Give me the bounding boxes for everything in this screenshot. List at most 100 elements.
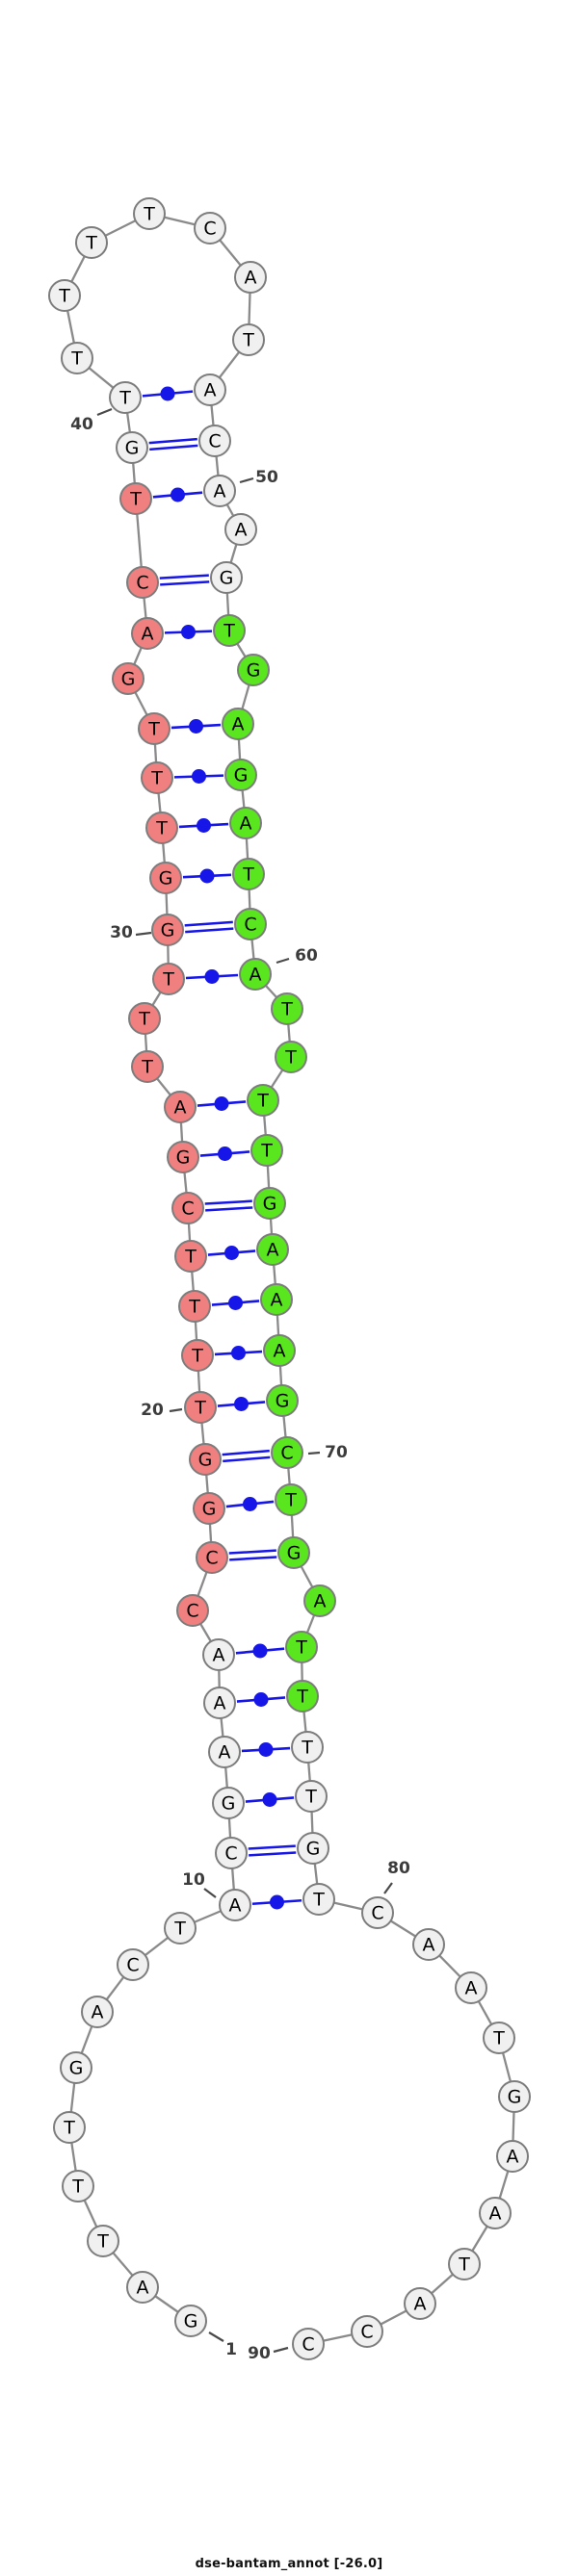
base-pair-dot	[258, 1742, 274, 1757]
base-letter-34: T	[147, 719, 160, 740]
base-pair-dot	[270, 1894, 284, 1910]
nucleotide-69	[266, 1384, 299, 1417]
base-letter-7: A	[92, 2002, 104, 2023]
base-letter-88: A	[414, 2294, 427, 2315]
nucleotide-19	[189, 1443, 222, 1476]
position-label-90: 90	[248, 2344, 271, 2363]
position-label-40: 40	[70, 415, 93, 434]
base-letter-50: A	[214, 481, 226, 502]
label-tick-1	[208, 2331, 224, 2342]
base-pair-dot	[262, 1792, 277, 1807]
base-letter-87: T	[458, 2254, 470, 2276]
base-letter-15: A	[213, 1645, 225, 1666]
base-letter-33: T	[150, 768, 163, 789]
base-letter-58: T	[242, 864, 254, 886]
nucleotide-50	[203, 475, 236, 507]
label-tick-70	[307, 1451, 321, 1455]
nucleotide-63	[247, 1084, 279, 1117]
nucleotide-15	[202, 1638, 235, 1671]
nucleotide-78	[297, 1832, 329, 1865]
base-letter-86: A	[489, 2203, 502, 2225]
base-letter-52: G	[220, 568, 234, 589]
base-letter-11: C	[224, 1843, 237, 1865]
nucleotide-68	[263, 1334, 296, 1367]
nucleotide-51	[224, 513, 257, 546]
nucleotide-89	[351, 2315, 383, 2348]
nucleotide-22	[178, 1290, 211, 1323]
base-letter-8: C	[126, 1955, 139, 1976]
base-letter-47: T	[242, 330, 254, 351]
nucleotide-66	[256, 1233, 289, 1266]
nucleotide-71	[275, 1483, 307, 1516]
nucleotide-3	[87, 2225, 119, 2257]
base-pair-dot	[192, 769, 206, 784]
base-letter-9: T	[173, 1919, 186, 1940]
base-letter-77: T	[304, 1787, 317, 1808]
nucleotide-7	[81, 1996, 114, 2028]
base-letter-13: A	[219, 1742, 231, 1764]
label-tick-60	[276, 957, 290, 965]
base-letter-20: T	[194, 1398, 206, 1419]
nucleotide-76	[291, 1731, 324, 1764]
nucleotide-43	[75, 226, 108, 259]
base-letter-3: T	[96, 2231, 109, 2253]
base-pair-dot	[243, 1497, 257, 1511]
nucleotide-34	[138, 712, 171, 745]
nucleotide-23	[174, 1240, 207, 1273]
base-letter-66: A	[267, 1240, 279, 1261]
nucleotide-20	[184, 1391, 217, 1424]
base-pair-double-bond	[248, 1844, 296, 1850]
base-pair-dot	[214, 1096, 229, 1111]
base-letter-55: A	[232, 714, 245, 735]
base-letter-79: T	[312, 1890, 325, 1911]
nucleotide-88	[404, 2287, 436, 2320]
nucleotide-60	[239, 958, 272, 991]
base-letter-21: T	[191, 1346, 203, 1367]
nucleotide-39	[116, 431, 148, 464]
base-pair-double-bond	[222, 1449, 270, 1456]
nucleotide-70	[271, 1436, 303, 1469]
nucleotide-62	[275, 1041, 307, 1073]
nucleotide-6	[60, 2051, 92, 2084]
base-letter-38: T	[129, 489, 142, 510]
base-letter-45: C	[203, 219, 216, 240]
nucleotide-42	[48, 279, 81, 312]
base-pair-double-bond	[205, 1206, 253, 1212]
nucleotide-82	[455, 1971, 487, 2004]
base-letter-12: G	[222, 1793, 236, 1815]
base-letter-25: G	[176, 1147, 191, 1169]
base-letter-41: T	[70, 348, 83, 370]
nucleotide-31	[149, 862, 182, 894]
base-letter-75: T	[296, 1687, 308, 1708]
base-letter-68: A	[274, 1341, 286, 1362]
nucleotide-17	[196, 1541, 228, 1574]
base-pair-dot	[189, 719, 203, 734]
base-letter-26: A	[174, 1097, 187, 1119]
base-letter-44: T	[143, 204, 155, 225]
base-letter-31: G	[159, 868, 173, 889]
nucleotide-56	[224, 759, 257, 791]
nucleotide-14	[203, 1687, 236, 1719]
nucleotide-8	[117, 1948, 149, 1981]
position-label-80: 80	[387, 1859, 410, 1878]
base-letter-51: A	[235, 520, 248, 541]
base-letter-29: T	[162, 969, 174, 991]
label-tick-40	[96, 407, 113, 417]
nucleotide-53	[213, 614, 246, 647]
label-tick-80	[383, 1882, 393, 1894]
base-letter-4: T	[71, 2177, 84, 2198]
label-tick-90	[273, 2346, 289, 2354]
base-letter-28: T	[138, 1009, 150, 1030]
nucleotide-77	[295, 1780, 328, 1813]
base-letter-40: T	[118, 388, 131, 409]
base-pair-dot	[218, 1146, 232, 1161]
base-pair-dot	[181, 625, 196, 639]
base-letter-80: C	[371, 1903, 383, 1924]
nucleotide-21	[181, 1339, 214, 1372]
base-letter-53: T	[223, 621, 235, 642]
base-letter-90: C	[302, 2334, 314, 2356]
nucleotide-47	[232, 323, 265, 356]
nucleotide-57	[229, 807, 262, 839]
